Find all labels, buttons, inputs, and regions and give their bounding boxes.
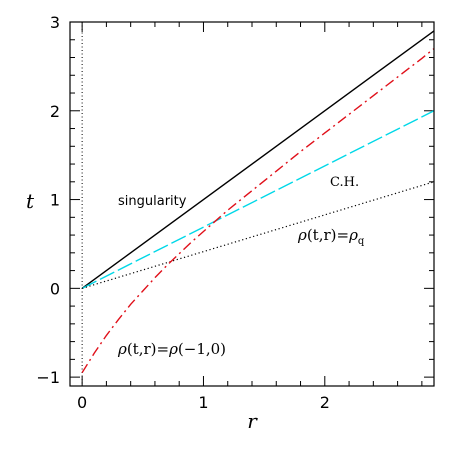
annotation-singularity: singularity bbox=[118, 194, 187, 209]
series-line-rho-minus1 bbox=[81, 48, 435, 374]
annotation-rho-q: ρ(t,r)=ρq bbox=[297, 226, 365, 247]
series-line-rho-q bbox=[81, 181, 435, 289]
annotation-rho-minus1: ρ(t,r)=ρ(−1,0) bbox=[117, 340, 226, 358]
series-lines bbox=[81, 22, 435, 386]
y-tick-label: 0 bbox=[50, 279, 60, 298]
annotation-cauchy-horizon: C.H. bbox=[330, 175, 359, 190]
x-tick-label: 1 bbox=[198, 393, 208, 412]
x-axis-label: r bbox=[247, 409, 258, 433]
series-line-singularity bbox=[81, 30, 435, 289]
tick-labels: 0 1 2 −1 0 1 2 3 bbox=[36, 13, 329, 412]
x-tick-label: 2 bbox=[320, 393, 330, 412]
y-tick-label: 3 bbox=[50, 13, 60, 32]
y-tick-label: −1 bbox=[36, 368, 60, 387]
plot-frame bbox=[69, 21, 435, 387]
y-tick-label: 1 bbox=[50, 191, 60, 210]
y-axis-label: t bbox=[26, 189, 35, 213]
series-line-cauchy-horizon bbox=[81, 110, 435, 289]
y-tick-label: 2 bbox=[50, 102, 60, 121]
x-tick-label: 0 bbox=[77, 393, 87, 412]
axis-ticks bbox=[70, 21, 434, 386]
